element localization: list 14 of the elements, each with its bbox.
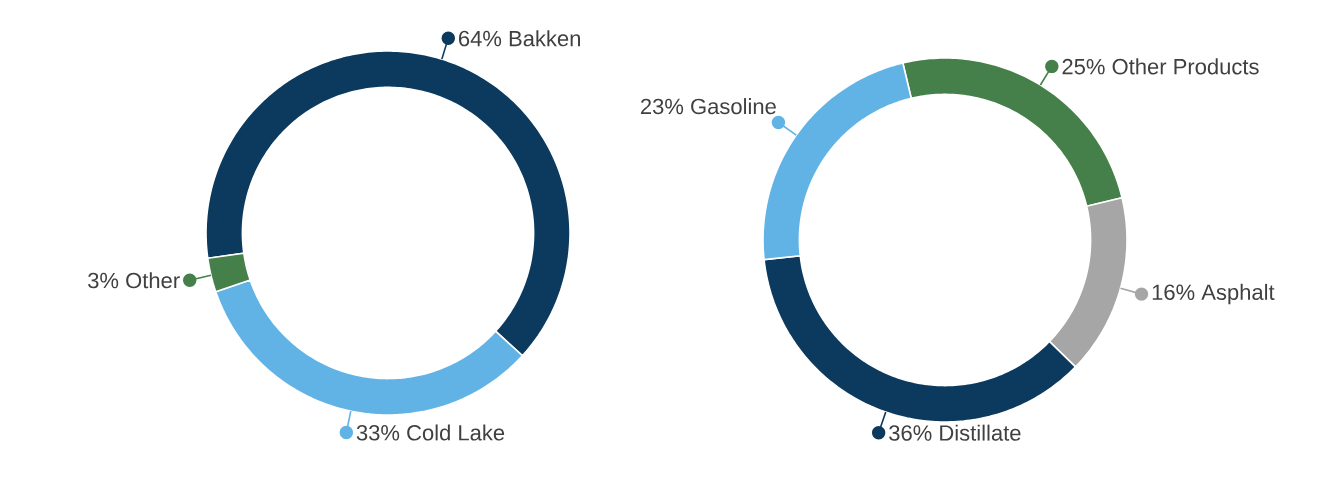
data-label: 23%: [640, 98, 684, 115]
slice-label: Distillate: [940, 424, 1021, 441]
slice-label: Asphalt: [1201, 283, 1275, 305]
data-label: 16%: [1152, 284, 1195, 301]
data-label: 33%: [356, 425, 400, 441]
slice-label: Gasoline: [691, 98, 776, 115]
data-label: 25%: [1062, 58, 1105, 75]
slice-label: Bakken: [509, 30, 580, 47]
data-label: 36%: [889, 425, 932, 441]
data-label: 3%: [88, 272, 119, 289]
data-label: 64%: [459, 30, 502, 47]
slice-label: Cold Lake: [407, 424, 505, 441]
legend-label: Other: [126, 272, 180, 289]
slice-label: Other Products: [1112, 58, 1259, 75]
